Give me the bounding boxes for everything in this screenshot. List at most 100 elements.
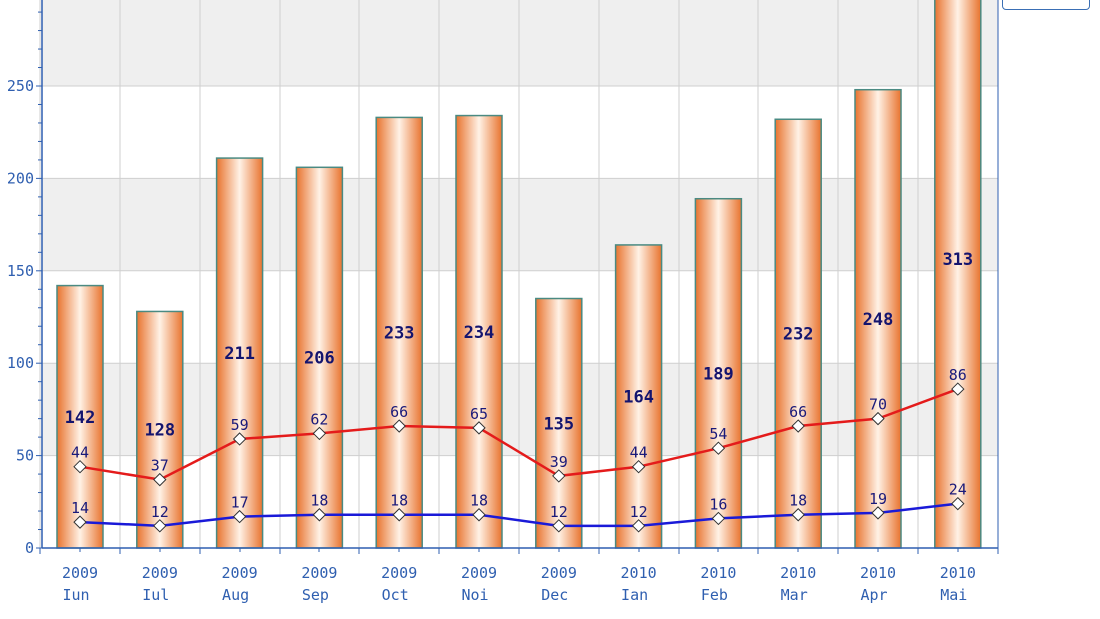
point-value-label: 24	[949, 481, 967, 499]
series-point	[153, 472, 167, 487]
bar-value-label: 206	[304, 349, 335, 369]
x-tick-label-year: 2009	[142, 564, 178, 582]
point-value-label: 37	[151, 457, 169, 475]
series-point	[871, 411, 885, 426]
line-series	[73, 382, 965, 533]
bar-value-label: 233	[384, 324, 415, 344]
series-point	[711, 511, 726, 526]
bar-value-label: 234	[464, 323, 495, 343]
bar-value-label: 164	[623, 387, 654, 407]
point-value-label: 18	[310, 492, 328, 510]
bar-value-label: 128	[144, 421, 175, 441]
series-point	[392, 508, 406, 522]
y-tick-label: 150	[7, 262, 34, 280]
x-tick-label-month: Sep	[302, 586, 329, 604]
bar-value-label: 313	[942, 250, 973, 270]
series-point	[631, 459, 646, 474]
x-tick-label-month: Apr	[860, 586, 887, 604]
bar-value-label: 211	[224, 344, 255, 364]
point-value-label: 44	[71, 444, 89, 462]
point-value-label: 70	[869, 396, 887, 414]
x-tick-label-year: 2009	[381, 564, 417, 582]
point-value-label: 66	[789, 403, 807, 421]
bar	[295, 166, 344, 549]
plot-bands	[42, 0, 998, 456]
x-tick-label-month: Iun	[62, 586, 89, 604]
bar	[535, 297, 583, 549]
point-value-label: 59	[231, 416, 249, 434]
axes: 0 50 100 150 200 250 2009 Iun 2009 Iul 2009 Aug 2009…	[7, 0, 999, 604]
point-value-label: 62	[310, 410, 328, 428]
point-value-label: 18	[390, 492, 408, 510]
series-point	[951, 496, 965, 511]
x-tick-label-year: 2009	[222, 564, 258, 582]
x-tick-label-year: 2009	[301, 564, 337, 582]
plot-band	[42, 178, 998, 271]
x-tick-label-year: 2009	[541, 564, 577, 582]
bar	[694, 197, 743, 549]
point-value-label: 39	[550, 453, 568, 471]
x-tick-label-year: 2009	[62, 564, 98, 582]
x-tick-label-month: Dec	[541, 586, 568, 604]
series-line	[79, 387, 959, 481]
series-point	[153, 519, 167, 533]
x-tick-label-month: Iul	[142, 586, 169, 604]
bar	[215, 157, 264, 549]
x-tick-label-month: Mai	[940, 586, 967, 604]
y-tick-label: 0	[25, 539, 34, 557]
series-point	[791, 508, 805, 522]
series-point	[552, 519, 566, 533]
x-tick-label-month: Oct	[382, 586, 409, 604]
y-tick-label: 50	[16, 447, 34, 465]
x-tick-label-year: 2010	[860, 564, 896, 582]
point-value-label: 44	[630, 444, 648, 462]
series-point	[312, 426, 327, 441]
bar	[375, 116, 423, 549]
point-value-label: 12	[630, 503, 648, 521]
x-tick-label-month: Aug	[222, 586, 249, 604]
series-point	[73, 515, 87, 529]
point-value-label: 16	[709, 495, 727, 513]
point-value-label: 17	[231, 494, 249, 512]
series-point	[232, 432, 247, 446]
x-tick-label-month: Noi	[461, 586, 488, 604]
series-point	[73, 459, 87, 474]
series-point	[312, 508, 327, 522]
x-tick-label-month: Mar	[781, 586, 808, 604]
bar	[934, 0, 982, 549]
plot-band	[42, 363, 998, 456]
series-point	[552, 469, 566, 483]
x-tick-label-year: 2010	[780, 564, 816, 582]
point-value-label: 12	[550, 503, 568, 521]
point-value-label: 66	[390, 403, 408, 421]
x-tick-label-year: 2009	[461, 564, 497, 582]
bar-value-label: 189	[703, 364, 734, 384]
bar-value-label: 232	[783, 325, 814, 345]
y-tick-label: 100	[7, 354, 34, 372]
plot-band	[42, 0, 998, 87]
point-value-label: 86	[949, 366, 967, 384]
series-point	[791, 419, 805, 433]
point-value-label: 18	[470, 492, 488, 510]
point-value-label: 14	[71, 499, 89, 517]
series-point	[232, 509, 247, 524]
data-labels: 142 128 211 206 233 234 135 164 189 232 248 313 44 37…	[65, 250, 974, 521]
x-tick-label-year: 2010	[621, 564, 657, 582]
point-value-label: 18	[789, 492, 807, 510]
series-point	[871, 506, 885, 520]
y-tick-label: 200	[7, 169, 34, 187]
bar-value-label: 142	[65, 408, 96, 428]
point-value-label: 65	[470, 405, 488, 423]
series-point	[472, 508, 486, 522]
point-value-label: 54	[709, 425, 727, 443]
bar	[136, 310, 184, 549]
bar-value-label: 248	[863, 310, 894, 330]
legend	[1002, 0, 1090, 10]
series-line	[79, 502, 958, 528]
bar	[614, 244, 663, 549]
series-point	[472, 421, 486, 435]
series-point	[951, 382, 965, 396]
x-tick-label-year: 2010	[940, 564, 976, 582]
point-value-label: 19	[869, 490, 887, 508]
